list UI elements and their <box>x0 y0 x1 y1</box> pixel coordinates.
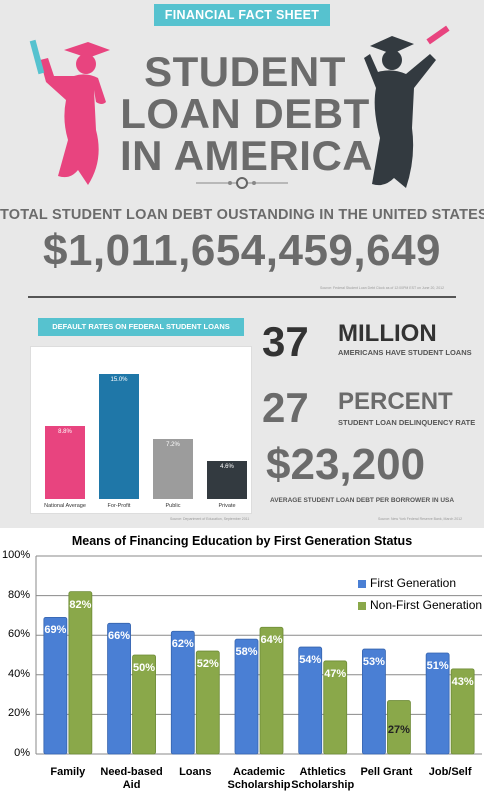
stat-2-caption: STUDENT LOAN DELINQUENCY RATE <box>338 418 476 427</box>
title-line-1: STUDENT <box>144 48 346 95</box>
bar-first-generation <box>362 648 386 755</box>
bar-first-generation <box>170 630 195 755</box>
default-rate-category-label: National Average <box>44 503 86 509</box>
x-category-label: Academic Scholarship <box>227 766 291 791</box>
bar-value-label: 66% <box>108 630 131 643</box>
default-rate-bar <box>99 374 139 499</box>
title-line-2: LOAN DEBT <box>120 90 370 137</box>
bar-value-label: 27% <box>387 724 410 736</box>
x-category-label: Pell Grant <box>360 766 413 778</box>
bar-value-label: 54% <box>299 654 322 667</box>
default-rate-bar <box>153 439 193 499</box>
y-tick-label: 0% <box>14 747 30 759</box>
stat-1-number: 37 <box>262 318 309 365</box>
chart-plot-area <box>35 555 482 755</box>
bar-value-label: 69% <box>44 624 67 637</box>
default-rates-source: Source: Department of Education, Septemb… <box>170 517 250 521</box>
title-line-3: IN AMERICA <box>120 132 374 179</box>
bar-non-first-generation <box>259 626 284 755</box>
default-rate-value-label: 8.8% <box>58 428 72 435</box>
bar-value-label: 51% <box>426 660 449 673</box>
bar-non-first-generation <box>195 650 220 755</box>
default-rate-category-label: For-Profit <box>107 503 131 509</box>
bar-value-label: 64% <box>260 634 283 647</box>
total-debt-source: Source: Federal Student Loan Debt Clock … <box>320 286 445 290</box>
pink-graduate-icon <box>29 39 110 185</box>
legend-swatch <box>358 601 366 610</box>
bar-non-first-generation <box>450 668 475 755</box>
x-category-label: Family <box>50 766 86 778</box>
bar-value-label: 52% <box>196 658 219 671</box>
bar-first-generation <box>234 638 259 755</box>
x-category-label: Need-based Aid <box>100 766 163 791</box>
bar-non-first-generation <box>68 591 93 755</box>
legend-label: Non-First Generation <box>370 598 483 612</box>
chart-title: Means of Financing Education by First Ge… <box>71 534 413 548</box>
default-rate-category-label: Private <box>218 503 236 509</box>
default-rate-value-label: 15.0% <box>110 377 128 384</box>
bar-first-generation <box>298 646 323 755</box>
default-rates-chart: 8.8% National Average 15.0% For-Profit 7.2% P… <box>30 346 252 514</box>
infographic: FINANCIAL FACT SHEET STUDENT LOAN DEBT I… <box>0 0 484 528</box>
legend-label: First Generation <box>370 576 457 590</box>
x-category-label: Loans <box>179 766 212 778</box>
default-rate-value-label: 7.2% <box>166 442 180 449</box>
x-category-label: Athletics Scholarship <box>291 766 355 791</box>
default-rate-bar <box>45 425 85 499</box>
stat-2-unit: PERCENT <box>338 388 453 415</box>
bar-value-label: 53% <box>362 656 385 669</box>
bar-value-label: 62% <box>171 638 194 651</box>
bar-value-label: 58% <box>235 646 258 659</box>
bar-value-label: 43% <box>451 675 474 688</box>
y-tick-label: 60% <box>7 628 30 641</box>
bar-value-label: 82% <box>69 598 92 611</box>
stat-1-unit: MILLION <box>338 320 437 347</box>
default-rate-category-label: Public <box>165 503 181 509</box>
y-tick-label: 20% <box>7 707 30 720</box>
default-rates-banner: DEFAULT RATES ON FEDERAL STUDENT LOANS <box>38 318 244 336</box>
legend-swatch <box>358 579 366 588</box>
dark-graduate-icon <box>364 25 450 188</box>
bar-non-first-generation <box>387 700 411 755</box>
stat-1-caption: AMERICANS HAVE STUDENT LOANS <box>338 348 472 357</box>
bar-non-first-generation <box>323 660 348 755</box>
legend-item: First Generation <box>358 576 456 590</box>
stat-3-number: $23,200 <box>266 440 426 489</box>
y-tick-label: 40% <box>7 667 30 680</box>
ornament-divider <box>196 177 288 189</box>
bar-first-generation <box>425 652 450 755</box>
y-tick-label: 80% <box>7 588 30 601</box>
stat-2-number: 27 <box>262 384 309 431</box>
default-rate-bar <box>207 460 247 499</box>
bar-first-generation <box>107 622 131 755</box>
x-category-label: Job/Self <box>428 766 472 778</box>
stat-3-caption: AVERAGE STUDENT LOAN DEBT PER BORROWER I… <box>270 497 455 504</box>
bar-value-label: 47% <box>324 667 347 680</box>
bar-value-label: 50% <box>133 662 156 674</box>
fact-sheet-banner: FINANCIAL FACT SHEET <box>144 4 340 26</box>
bar-first-generation <box>43 616 68 755</box>
y-tick-label: 100% <box>2 549 31 561</box>
bar-non-first-generation <box>132 654 156 755</box>
legend-item: Non-First Generation <box>358 598 482 612</box>
default-rate-value-label: 4.6% <box>220 463 234 470</box>
total-debt-value: $1,011,654,459,649 <box>42 226 442 275</box>
section-divider <box>28 296 456 298</box>
financing-chart: Means of Financing Education by First Ge… <box>0 528 484 810</box>
total-debt-label: TOTAL STUDENT LOAN DEBT OUSTANDING IN TH… <box>0 207 484 223</box>
stats-source: Source: New York Federal Reserve Bank, M… <box>378 517 463 521</box>
